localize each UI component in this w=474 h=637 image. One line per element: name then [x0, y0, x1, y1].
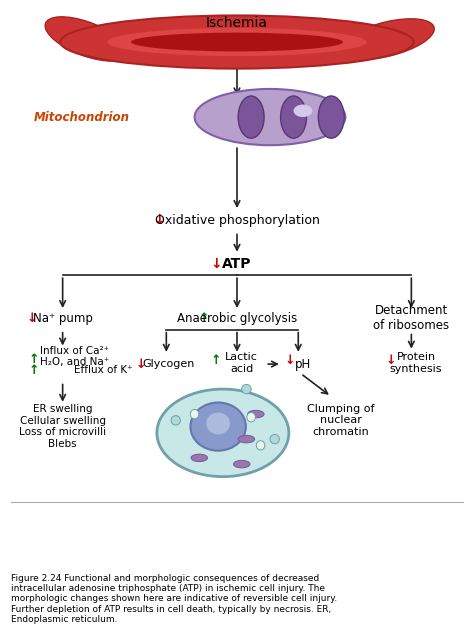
Ellipse shape — [234, 461, 250, 468]
Ellipse shape — [171, 416, 181, 425]
Text: ↓: ↓ — [154, 213, 165, 227]
Ellipse shape — [238, 435, 255, 443]
Text: ↑: ↑ — [28, 352, 39, 366]
Text: Anaerobic glycolysis: Anaerobic glycolysis — [177, 312, 297, 325]
Text: Detachment
of ribosomes: Detachment of ribosomes — [374, 304, 449, 333]
Text: Clumping of
nuclear
chromatin: Clumping of nuclear chromatin — [307, 404, 374, 437]
Ellipse shape — [242, 384, 251, 394]
Ellipse shape — [318, 96, 344, 138]
Ellipse shape — [191, 410, 199, 419]
Text: ↑: ↑ — [28, 364, 39, 377]
Ellipse shape — [108, 28, 366, 56]
Text: ↓: ↓ — [386, 354, 396, 368]
Text: Na⁺ pump: Na⁺ pump — [33, 312, 92, 325]
Text: ↓: ↓ — [284, 354, 295, 368]
Ellipse shape — [191, 454, 208, 462]
Ellipse shape — [45, 17, 128, 61]
Text: Lactic
acid: Lactic acid — [225, 352, 258, 374]
Text: Ischemia: Ischemia — [206, 17, 268, 31]
Text: Figure 2.24 Functional and morphologic consequences of decreased
intracellular a: Figure 2.24 Functional and morphologic c… — [11, 573, 337, 624]
Ellipse shape — [206, 413, 230, 434]
Text: ATP: ATP — [222, 257, 252, 271]
Text: ↓: ↓ — [135, 357, 146, 371]
Ellipse shape — [131, 32, 343, 52]
Text: ER swelling
Cellular swelling
Loss of microvilli
Blebs: ER swelling Cellular swelling Loss of mi… — [19, 404, 106, 449]
Ellipse shape — [60, 15, 414, 69]
Text: ↑: ↑ — [210, 354, 221, 368]
Ellipse shape — [270, 434, 279, 444]
Ellipse shape — [341, 18, 434, 59]
Ellipse shape — [247, 410, 264, 418]
Ellipse shape — [195, 89, 346, 145]
Text: Oxidative phosphorylation: Oxidative phosphorylation — [155, 214, 319, 227]
Text: Mitochondrion: Mitochondrion — [34, 111, 129, 124]
Text: Efflux of K⁺: Efflux of K⁺ — [74, 366, 133, 375]
Ellipse shape — [247, 413, 255, 422]
Ellipse shape — [157, 389, 289, 476]
Text: ↓: ↓ — [27, 312, 37, 325]
Text: ↓: ↓ — [210, 257, 222, 271]
Ellipse shape — [256, 441, 265, 450]
Text: Protein
synthesis: Protein synthesis — [390, 352, 442, 374]
Ellipse shape — [191, 403, 246, 450]
Text: Influx of Ca²⁺
H₂O, and Na⁺: Influx of Ca²⁺ H₂O, and Na⁺ — [40, 346, 109, 368]
Ellipse shape — [281, 96, 307, 138]
Text: ↑: ↑ — [199, 312, 209, 325]
Ellipse shape — [238, 96, 264, 138]
Ellipse shape — [293, 104, 312, 117]
Text: Glycogen: Glycogen — [143, 359, 195, 369]
Text: pH: pH — [295, 357, 311, 371]
